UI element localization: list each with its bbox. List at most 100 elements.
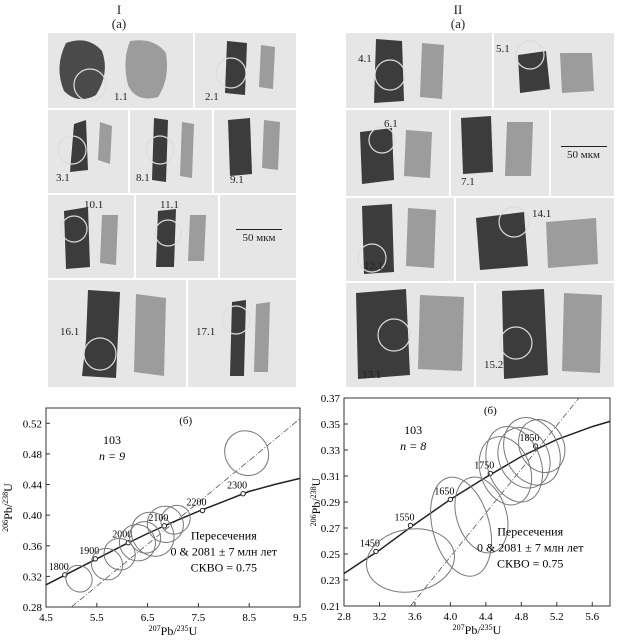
grain-image: [221, 300, 270, 376]
grain-cell: 2.1: [194, 32, 297, 109]
intercept-annotation: 0 & 2081 ± 7 млн лет: [171, 544, 278, 558]
grain-image: [60, 207, 118, 269]
grain-cell: 10.1: [47, 194, 135, 279]
grain-cell: 4.1: [345, 32, 493, 109]
age-label: 1550: [395, 512, 415, 523]
panel-label: (б): [179, 415, 192, 427]
concordia-curve: [45, 477, 301, 586]
x-tick-label: 6.5: [141, 612, 155, 624]
grain-image: [461, 116, 533, 176]
grain-label: 12.1: [364, 260, 384, 272]
x-tick-label: 3.6: [408, 611, 422, 623]
y-tick-label: 0.28: [23, 602, 43, 614]
grain-label: 17.1: [196, 326, 216, 338]
zircon-image-panel-left: 1.1 2.1 3.1 8.1 9.1: [47, 32, 297, 388]
grain-label: 1.1: [114, 91, 128, 103]
y-tick-label: 0.27: [321, 523, 341, 535]
discordia-line: [71, 418, 301, 608]
panel-label-right: (a): [450, 16, 466, 31]
grain-image: [228, 118, 280, 176]
x-tick-label: 9.5: [293, 612, 307, 624]
plot-frame: [45, 407, 301, 608]
age-label: 2100: [148, 513, 168, 524]
age-marker: [373, 548, 379, 555]
x-tick-label: 8.5: [242, 612, 256, 624]
scale-bar-label: 50 мкм: [566, 149, 601, 161]
grain-label: 10.1: [84, 199, 104, 211]
sample-label: 103: [103, 433, 121, 447]
error-ellipse: [485, 426, 544, 503]
grain-cell: 14.1: [455, 197, 615, 282]
y-tick-label: 0.32: [23, 571, 42, 583]
age-label: 1750: [474, 460, 494, 471]
y-tick-label: 0.40: [23, 510, 43, 522]
grain-cell: 5.1: [493, 32, 615, 109]
age-label: 1900: [79, 546, 99, 557]
x-axis-label: 207Pb/235U: [453, 623, 502, 638]
error-ellipse: [130, 511, 175, 557]
intercept-annotation: Пересечения: [497, 524, 563, 538]
y-tick-label: 0.35: [321, 419, 341, 431]
age-label: 1450: [360, 538, 380, 549]
grain-image: [476, 206, 598, 270]
error-ellipse: [160, 504, 191, 535]
grain-image: [515, 40, 594, 93]
grain-label: 7.1: [461, 176, 475, 188]
intercept-annotation: 0 & 2081 ± 7 млн лет: [477, 540, 584, 554]
error-ellipse: [103, 537, 136, 571]
n-label: n = 8: [400, 439, 426, 453]
grain-image: [145, 118, 194, 182]
x-tick-label: 5.5: [90, 612, 104, 624]
grain-cell: 16.1: [47, 279, 187, 388]
grain-cell: 9.1: [213, 109, 297, 194]
grain-cell: 1.1: [47, 32, 194, 109]
concordia-chart-right: 2.8 3.2 3.6 4.0 4.4 4.8 5.2 5.6 0.21 0.23 0.25 0.27…: [309, 393, 611, 638]
grain-cell: 3.1: [47, 109, 129, 194]
grain-label: 3.1: [56, 172, 70, 184]
grain-image: [215, 41, 275, 95]
grain-label: 9.1: [230, 174, 244, 186]
grain-cell: 13.1: [345, 282, 475, 388]
grain-label: 16.1: [60, 326, 80, 338]
error-ellipse: [65, 564, 93, 593]
scale-cell: 50 мкм: [550, 109, 615, 197]
y-tick-label: 0.31: [321, 471, 340, 483]
error-ellipse: [503, 417, 561, 486]
grain-cell: 7.1: [450, 109, 550, 197]
y-axis-label: 206Pb/238U: [309, 477, 324, 526]
grain-label: 2.1: [205, 91, 219, 103]
discordia-line: [410, 397, 580, 607]
y-tick-label: 0.36: [23, 541, 43, 553]
grain-label: 13.1: [362, 369, 382, 381]
age-label: 2000: [112, 530, 132, 541]
y-tick-label: 0.25: [321, 549, 341, 561]
grain-image: [82, 290, 166, 378]
error-ellipse: [478, 436, 533, 506]
age-label: 2300: [227, 481, 247, 492]
grain-label: 8.1: [136, 172, 150, 184]
scale-cell: 50 мкм: [219, 194, 297, 279]
age-marker: [92, 556, 98, 562]
grain-image: [57, 120, 112, 172]
column-label-left: I: [116, 2, 122, 17]
grain-label: 6.1: [384, 118, 398, 130]
error-ellipse: [118, 524, 156, 562]
error-ellipse: [454, 476, 509, 554]
column-label-right: II: [453, 2, 463, 17]
error-ellipse: [146, 505, 184, 543]
concordia-chart-left: 4.5 5.5 6.5 7.5 8.5 9.5 0.28 0.32 0.36 0.40 0.44 0.…: [1, 407, 307, 638]
x-tick-label: 5.6: [585, 611, 599, 623]
age-label: 1800: [49, 562, 69, 573]
intercept-annotation: Пересечения: [191, 528, 257, 542]
scale-bar: 50 мкм: [226, 229, 292, 244]
x-tick-label: 4.4: [479, 611, 493, 623]
grain-cell: 15.2: [475, 282, 615, 388]
grain-image: [360, 126, 432, 184]
y-tick-label: 0.29: [321, 497, 341, 509]
grain-label: 5.1: [496, 43, 510, 55]
grain-cell: 17.1: [187, 279, 297, 388]
age-label: 2200: [186, 498, 206, 509]
y-tick-label: 0.44: [23, 480, 43, 492]
age-marker: [240, 491, 246, 497]
panel-label-left: (a): [111, 16, 127, 31]
